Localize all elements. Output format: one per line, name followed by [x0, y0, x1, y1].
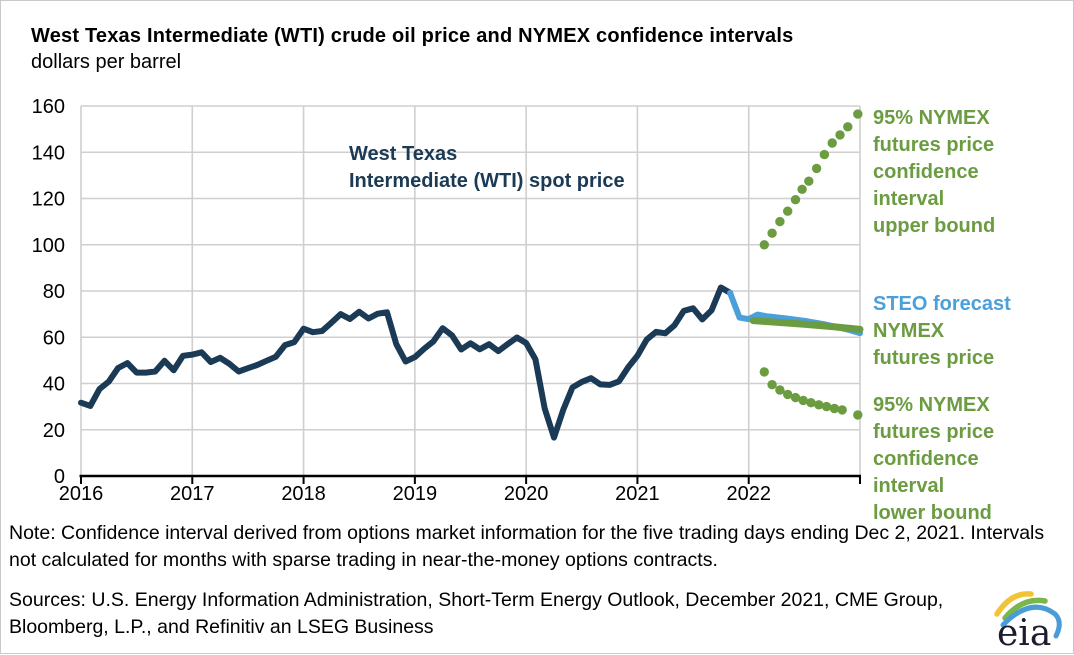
- note-text: Note: Confidence interval derived from o…: [9, 522, 1045, 571]
- y-tick-label: 100: [32, 235, 65, 257]
- upper-bound-label: 95% NYMEX futures price confidence inter…: [873, 105, 995, 240]
- eia-logo-yellow-arc: [994, 591, 1034, 617]
- dot-95-nymex-futures-price-confidence-interval-upper-bound: [811, 163, 822, 174]
- eia-logo: eia: [981, 587, 1071, 654]
- eia-logo-text: eia: [997, 613, 1051, 649]
- x-tick-label: 2019: [393, 483, 438, 505]
- steo-forecast-label: STEO forecast NYMEX futures price: [873, 291, 1011, 372]
- dot-95-nymex-futures-price-confidence-interval-upper-bound: [835, 130, 845, 140]
- dot-95-nymex-futures-price-confidence-interval-lower-bound: [829, 403, 840, 414]
- lower-bound-label-line3: confidence: [873, 448, 979, 470]
- dot-95-nymex-futures-price-confidence-interval-lower-bound: [806, 398, 816, 408]
- dot-95-nymex-futures-price-confidence-interval-upper-bound: [843, 122, 853, 132]
- spot-price-label-line2: Intermediate (WTI) spot price: [349, 170, 625, 192]
- dot-95-nymex-futures-price-confidence-interval-lower-bound: [837, 405, 847, 415]
- x-tick-label: 2021: [615, 483, 660, 505]
- dot-95-nymex-futures-price-confidence-interval-upper-bound: [804, 176, 814, 186]
- y-tick-label: 60: [43, 327, 65, 349]
- dot-95-nymex-futures-price-confidence-interval-upper-bound: [767, 228, 777, 238]
- upper-bound-label-line5: upper bound: [873, 215, 996, 237]
- dot-95-nymex-futures-price-confidence-interval-upper-bound: [853, 109, 863, 119]
- dot-95-nymex-futures-price-confidence-interval-lower-bound: [798, 395, 808, 406]
- dot-95-nymex-futures-price-confidence-interval-lower-bound: [814, 400, 824, 410]
- nymex-futures-label-line1: NYMEX: [873, 320, 945, 342]
- x-tick-label: 2016: [59, 483, 104, 505]
- dot-95-nymex-futures-price-confidence-interval-lower-bound: [783, 389, 793, 400]
- dot-95-nymex-futures-price-confidence-interval-lower-bound: [775, 385, 785, 395]
- y-tick-label: 40: [43, 374, 65, 396]
- dot-95-nymex-futures-price-confidence-interval-lower-bound: [790, 392, 801, 403]
- dot-95-nymex-futures-price-confidence-interval-upper-bound: [797, 184, 807, 194]
- lower-bound-label-line4: interval: [873, 475, 945, 497]
- y-tick-label: 20: [43, 420, 65, 442]
- dot-95-nymex-futures-price-confidence-interval-upper-bound: [827, 138, 837, 148]
- y-tick-label: 160: [32, 96, 65, 118]
- dot-95-nymex-futures-price-confidence-interval-lower-bound: [767, 380, 777, 390]
- upper-bound-label-line2: futures price: [873, 134, 995, 156]
- nymex-futures-label-line2: futures price: [873, 347, 995, 369]
- x-tick-label: 2018: [281, 483, 326, 505]
- series-west-texas-intermediate-wti-spot-price: [78, 284, 734, 441]
- dot-95-nymex-futures-price-confidence-interval-upper-bound: [790, 195, 801, 205]
- series-nymex-futures-price: [749, 317, 864, 333]
- dot-95-nymex-futures-price-confidence-interval-upper-bound: [775, 216, 785, 227]
- eia-logo-swoosh: eia: [994, 591, 1062, 654]
- x-tick-label: 2022: [726, 483, 771, 505]
- upper-bound-label-line4: interval: [873, 188, 945, 210]
- x-tick-label: 2017: [170, 483, 215, 505]
- lower-bound-label-line1: 95% NYMEX: [873, 394, 990, 416]
- spot-price-label-line1: West Texas: [349, 143, 458, 165]
- lower-bound-label-line2: futures price: [873, 421, 995, 443]
- dot-95-nymex-futures-price-confidence-interval-lower-bound: [759, 367, 769, 377]
- y-tick-label: 140: [32, 142, 65, 164]
- sources-text: Sources: U.S. Energy Information Adminis…: [9, 589, 944, 638]
- y-tick-label: 80: [43, 281, 65, 303]
- upper-bound-label-line1: 95% NYMEX: [873, 107, 990, 129]
- dot-95-nymex-futures-price-confidence-interval-upper-bound: [819, 149, 830, 160]
- dot-95-nymex-futures-price-confidence-interval-upper-bound: [759, 240, 769, 250]
- lower-bound-label: 95% NYMEX futures price confidence inter…: [873, 392, 994, 527]
- page-title: West Texas Intermediate (WTI) crude oil …: [31, 25, 794, 47]
- y-tick-label: 0: [54, 466, 65, 488]
- lower-bound-label-line5: lower bound: [873, 502, 992, 524]
- steo-forecast-label-line: STEO forecast: [873, 293, 1011, 315]
- x-tick-label: 2020: [504, 483, 549, 505]
- y-tick-label: 120: [32, 189, 65, 211]
- dot-95-nymex-futures-price-confidence-interval-lower-bound: [853, 410, 863, 420]
- eia-logo-green-arc: [1002, 597, 1048, 621]
- spot-price-label: West Texas Intermediate (WTI) spot price: [349, 141, 625, 195]
- page-subtitle: dollars per barrel: [31, 51, 182, 73]
- upper-bound-label-line3: confidence: [873, 161, 979, 183]
- dot-95-nymex-futures-price-confidence-interval-lower-bound: [821, 401, 832, 412]
- dot-95-nymex-futures-price-confidence-interval-upper-bound: [783, 206, 793, 216]
- eia-logo-blue-arc: [1000, 604, 1062, 639]
